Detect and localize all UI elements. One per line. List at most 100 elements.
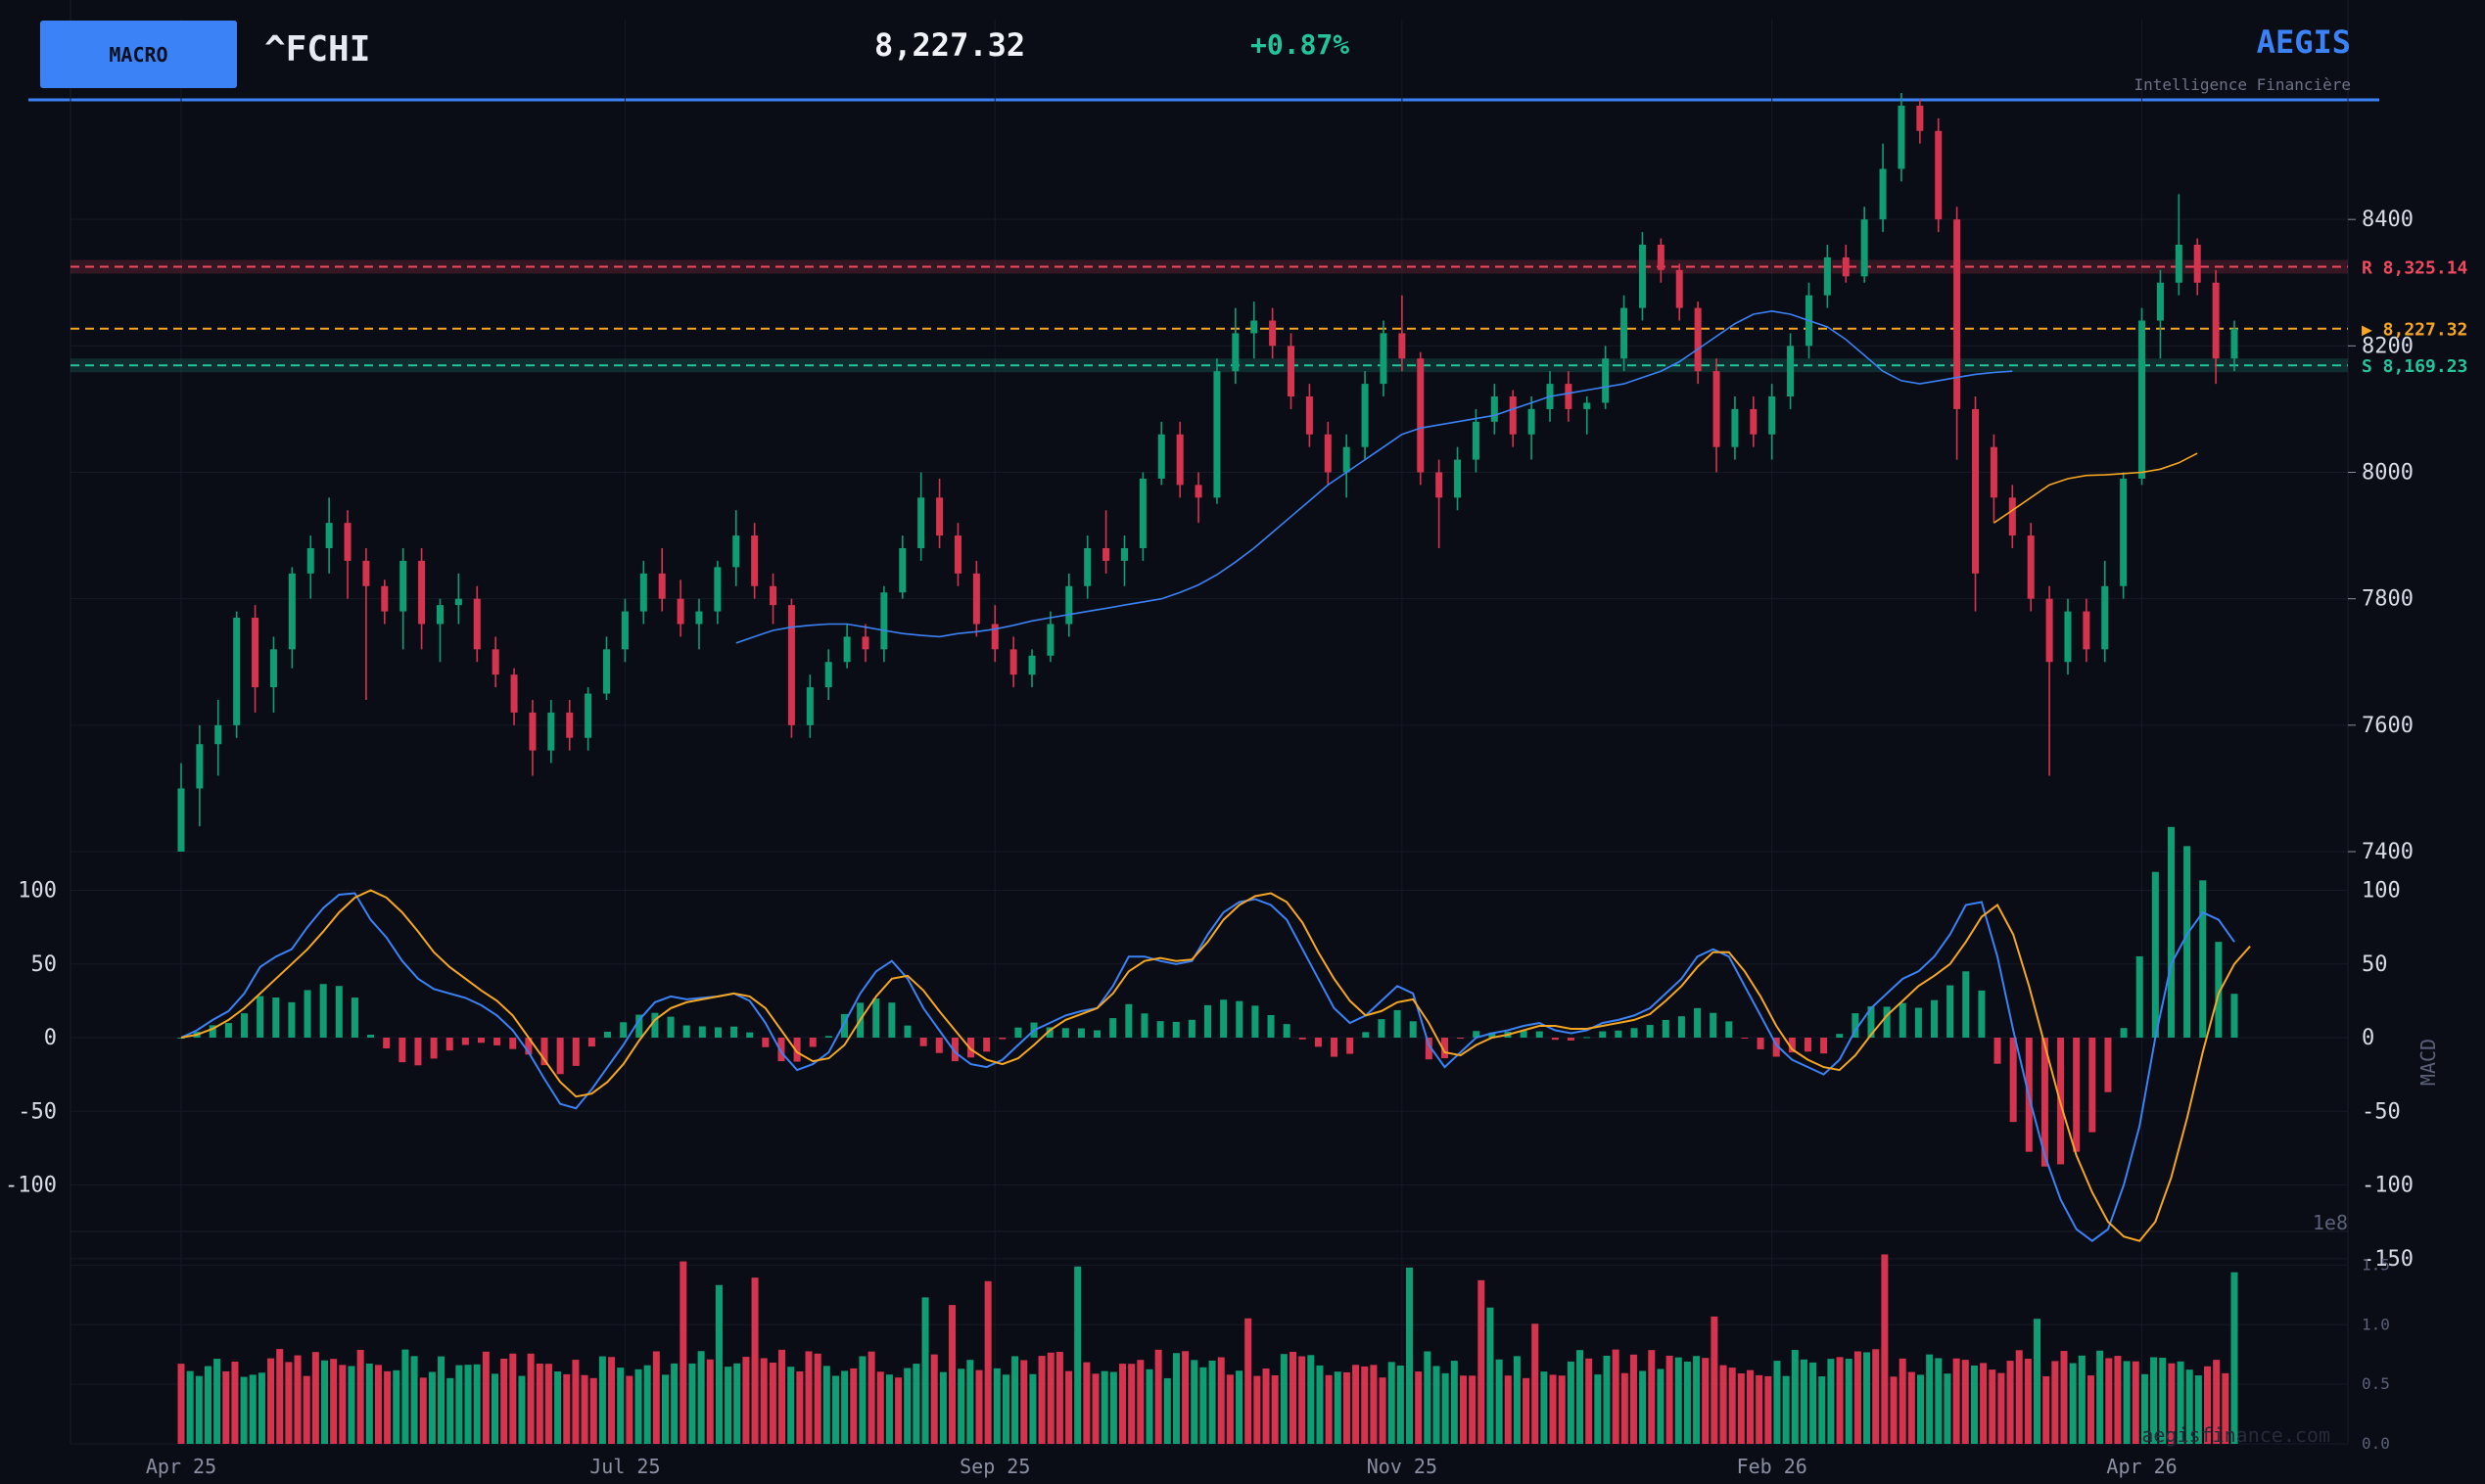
candle-body — [806, 687, 814, 725]
volume-bar — [2168, 1363, 2176, 1444]
candle-body — [381, 585, 389, 612]
volume-bar — [428, 1371, 436, 1444]
candle-body — [677, 598, 684, 625]
volume-bar — [1226, 1374, 1234, 1444]
candle-body — [954, 535, 961, 574]
volume-bar — [1683, 1361, 1691, 1444]
candle-body — [1712, 371, 1720, 447]
volume-bar — [294, 1355, 302, 1444]
volume-bar — [1970, 1365, 1978, 1444]
volume-bar — [1342, 1371, 1350, 1444]
candle-body — [603, 649, 611, 694]
macd-histogram-bar — [1473, 1031, 1480, 1038]
volume-bar — [1271, 1374, 1279, 1444]
volume-bar — [1038, 1356, 1046, 1444]
macd-histogram-bar — [620, 1022, 628, 1038]
volume-bar — [401, 1349, 409, 1444]
candle-body — [1953, 219, 1961, 409]
category-badge[interactable]: MACRO — [40, 21, 237, 88]
candle-body — [1527, 408, 1535, 435]
macd-histogram-bar — [224, 1023, 232, 1038]
macd-histogram-bar — [209, 1025, 216, 1038]
macd-histogram-bar — [1172, 1021, 1180, 1038]
candle-body — [177, 788, 185, 852]
candle-body — [658, 573, 666, 599]
volume-bar — [634, 1368, 642, 1444]
macd-histogram-bar — [1094, 1030, 1102, 1038]
candle-body — [269, 649, 277, 688]
volume-bar — [536, 1364, 543, 1444]
volume-bar — [796, 1370, 804, 1444]
volume-bar — [1612, 1349, 1619, 1444]
volume-bar — [742, 1357, 750, 1444]
macd-histogram-bar — [1046, 1027, 1054, 1038]
volume-bar — [1432, 1366, 1440, 1444]
volume-bar — [1316, 1365, 1324, 1444]
volume-bar — [473, 1364, 481, 1444]
macd-histogram-bar — [777, 1038, 785, 1062]
volume-bar — [1711, 1316, 1718, 1444]
macd-histogram-bar — [1204, 1004, 1211, 1038]
candle-body — [1454, 459, 1462, 498]
volume-bar — [993, 1368, 1001, 1444]
macd-histogram-bar — [1646, 1025, 1654, 1038]
macd-histogram-bar — [1836, 1034, 1844, 1038]
macd-histogram-bar — [540, 1038, 548, 1066]
volume-bar — [1424, 1351, 1431, 1444]
candle-body — [1509, 396, 1517, 435]
volume-bar — [2069, 1363, 2077, 1444]
volume-bar — [608, 1357, 616, 1444]
macd-histogram-bar — [1630, 1028, 1638, 1038]
volume-bar — [2060, 1351, 2068, 1444]
macd-histogram-bar — [1156, 1021, 1164, 1038]
candle-body — [770, 585, 777, 606]
volume-bar — [1020, 1360, 1028, 1444]
volume-bar — [1935, 1358, 1943, 1444]
volume-bar — [2114, 1356, 2122, 1444]
macd-histogram-bar — [667, 1016, 675, 1038]
volume-bar — [1002, 1374, 1009, 1444]
volume-bar — [895, 1377, 903, 1444]
macd-histogram-bar — [1662, 1019, 1669, 1038]
volume-bar — [733, 1363, 741, 1444]
macd-axis-label: MACD — [2416, 1039, 2440, 1086]
volume-tick-label: 1.0 — [2362, 1315, 2390, 1333]
volume-scale-label: 1e8 — [2313, 1211, 2348, 1234]
candle-body — [2064, 611, 2072, 663]
x-tick-label: Nov 25 — [1367, 1455, 1437, 1478]
candle-body — [214, 724, 222, 745]
volume-bar — [1199, 1367, 1207, 1444]
volume-bar — [1011, 1356, 1019, 1444]
candle-body — [862, 636, 869, 650]
volume-bar — [1540, 1371, 1548, 1444]
candle-body — [1657, 245, 1664, 270]
candle-body — [1342, 446, 1350, 473]
volume-bar — [1594, 1374, 1602, 1444]
volume-bar — [455, 1365, 463, 1444]
volume-bar — [231, 1362, 239, 1444]
volume-bar — [617, 1368, 625, 1444]
macd-histogram-bar — [1993, 1038, 2001, 1064]
volume-bar — [1531, 1323, 1539, 1444]
volume-tick-label: 0.0 — [2362, 1434, 2390, 1453]
macd-histogram-bar — [1267, 1014, 1275, 1038]
volume-bar — [1441, 1372, 1449, 1444]
volume-bar — [1827, 1359, 1835, 1444]
volume-bar — [671, 1363, 679, 1444]
volume-bar — [1926, 1354, 1934, 1444]
macd-histogram-bar — [2230, 994, 2238, 1038]
brand-logo: AEGIS — [2256, 23, 2351, 61]
macd-tick-label-left: 50 — [31, 952, 58, 977]
candle-body — [566, 712, 574, 738]
macd-histogram-bar — [1188, 1019, 1196, 1038]
macd-histogram-bar — [698, 1026, 706, 1038]
candle-body — [1879, 168, 1887, 220]
volume-bar — [393, 1369, 400, 1444]
macd-histogram-bar — [1283, 1024, 1290, 1038]
candle-body — [880, 592, 888, 650]
volume-bar — [348, 1366, 355, 1444]
macd-histogram-bar — [1599, 1031, 1607, 1038]
volume-bar — [410, 1356, 418, 1444]
macd-histogram-bar — [1409, 1021, 1417, 1038]
candle-body — [1694, 307, 1702, 372]
